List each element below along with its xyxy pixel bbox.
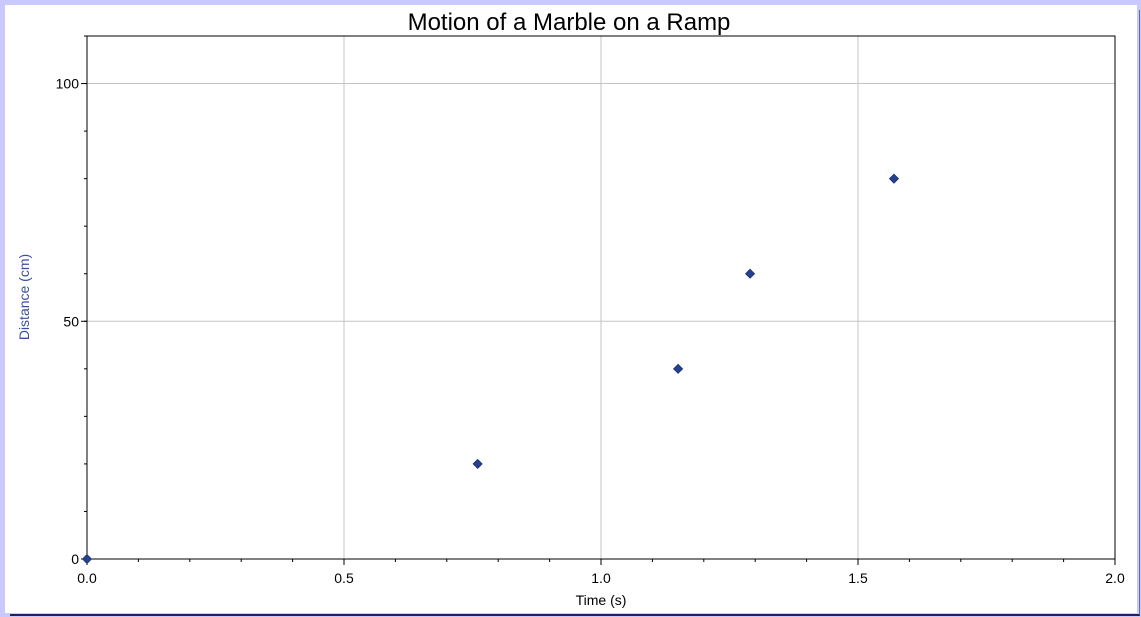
data-point bbox=[673, 363, 684, 374]
x-axis-ticks: 0.0 0.5 1.0 1.5 2.0 bbox=[77, 559, 1125, 586]
data-point bbox=[888, 173, 900, 184]
x-tick-label: 2.0 bbox=[1105, 570, 1125, 586]
minor-ticks bbox=[84, 35, 1116, 562]
chart-window-inner bbox=[10, 10, 1140, 616]
x-axis-label: Time (s) bbox=[576, 592, 627, 608]
x-tick-label: 0.5 bbox=[334, 570, 354, 586]
x-tick-label: 1.0 bbox=[591, 570, 611, 586]
data-point bbox=[472, 458, 483, 469]
y-tick-label: 50 bbox=[63, 313, 79, 329]
data-point bbox=[81, 553, 93, 565]
y-axis-ticks: 0 50 100 bbox=[56, 76, 87, 567]
y-tick-label: 100 bbox=[56, 76, 80, 92]
x-tick-label: 1.5 bbox=[848, 570, 868, 586]
y-tick-label: 0 bbox=[71, 551, 79, 567]
data-points bbox=[81, 173, 900, 565]
grid-lines bbox=[87, 36, 1115, 559]
x-tick-label: 0.0 bbox=[77, 570, 97, 586]
data-point bbox=[744, 268, 756, 279]
y-axis-label: Distance (cm) bbox=[16, 254, 32, 340]
chart-title: Motion of a Marble on a Ramp bbox=[408, 9, 731, 36]
